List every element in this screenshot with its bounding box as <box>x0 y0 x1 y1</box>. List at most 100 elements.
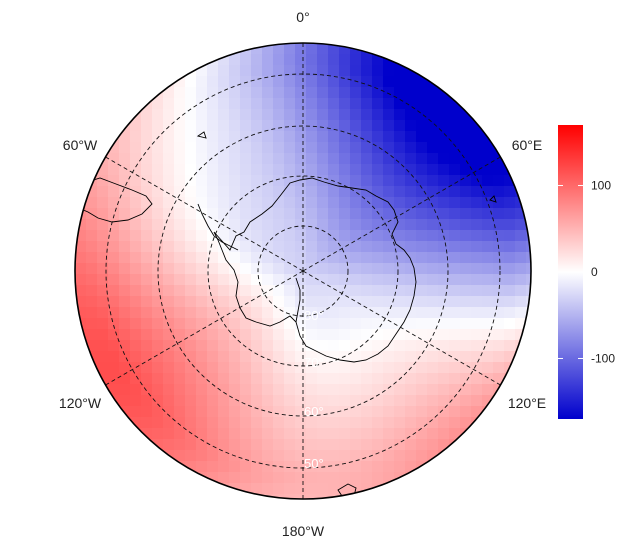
field-cell <box>185 98 197 110</box>
field-cell <box>97 307 109 319</box>
field-cell <box>372 417 384 429</box>
field-cell <box>372 274 384 286</box>
field-cell <box>229 362 241 374</box>
field-cell <box>295 373 307 385</box>
field-cell <box>383 153 395 165</box>
field-cell <box>361 340 373 352</box>
field-cell <box>152 131 164 143</box>
field-cell <box>152 109 164 121</box>
field-cell <box>207 406 219 418</box>
field-cell <box>163 428 175 440</box>
field-cell <box>416 153 428 165</box>
field-cell <box>482 417 494 429</box>
field-cell <box>229 494 241 499</box>
field-cell <box>163 296 175 308</box>
field-cell <box>284 230 296 242</box>
field-cell <box>405 351 417 363</box>
field-cell <box>405 450 417 462</box>
field-cell <box>372 406 384 418</box>
field-cell <box>427 307 439 319</box>
field-cell <box>306 373 318 385</box>
field-cell <box>306 417 318 429</box>
field-cell <box>119 219 131 231</box>
field-cell <box>207 186 219 198</box>
field-cell <box>240 252 252 264</box>
field-cell <box>207 197 219 209</box>
field-cell <box>207 285 219 297</box>
field-cell <box>251 340 263 352</box>
field-cell <box>152 208 164 220</box>
field-cell <box>240 362 252 374</box>
field-cell <box>306 43 318 55</box>
field-cell <box>207 219 219 231</box>
field-cell <box>284 65 296 77</box>
field-cell <box>141 175 153 187</box>
field-cell <box>229 175 241 187</box>
field-cell <box>339 197 351 209</box>
field-cell <box>229 65 241 77</box>
field-cell <box>493 274 505 286</box>
field-cell <box>240 329 252 341</box>
field-cell <box>493 252 505 264</box>
field-cell <box>273 87 285 99</box>
field-cell <box>438 318 450 330</box>
field-cell <box>273 461 285 473</box>
field-cell <box>350 65 362 77</box>
field-cell <box>361 120 373 132</box>
field-cell <box>152 439 164 451</box>
field-cell <box>240 450 252 462</box>
field-cell <box>196 76 208 88</box>
field-cell <box>482 351 494 363</box>
field-cell <box>350 318 362 330</box>
field-cell <box>383 417 395 429</box>
field-cell <box>273 109 285 121</box>
field-cell <box>438 208 450 220</box>
field-cell <box>240 494 252 499</box>
field-cell <box>328 197 340 209</box>
field-cell <box>229 439 241 451</box>
field-cell <box>306 428 318 440</box>
field-cell <box>295 263 307 275</box>
field-cell <box>394 395 406 407</box>
field-cell <box>75 285 87 297</box>
field-cell <box>471 274 483 286</box>
field-cell <box>262 65 274 77</box>
field-cell <box>284 406 296 418</box>
field-cell <box>185 175 197 187</box>
field-cell <box>493 395 505 407</box>
field-cell <box>119 406 131 418</box>
field-cell <box>328 120 340 132</box>
field-cell <box>295 384 307 396</box>
field-cell <box>207 131 219 143</box>
field-cell <box>284 131 296 143</box>
field-cell <box>416 472 428 484</box>
field-cell <box>251 43 263 55</box>
field-cell <box>251 142 263 154</box>
field-cell <box>449 98 461 110</box>
field-cell <box>394 329 406 341</box>
field-cell <box>317 439 329 451</box>
field-cell <box>328 142 340 154</box>
field-cell <box>306 175 318 187</box>
field-cell <box>515 208 527 220</box>
field-cell <box>284 54 296 66</box>
field-cell <box>405 175 417 187</box>
field-cell <box>163 417 175 429</box>
field-cell <box>196 175 208 187</box>
colorbar-tick-label: -100 <box>591 351 615 365</box>
field-cell <box>295 153 307 165</box>
field-cell <box>174 329 186 341</box>
field-cell <box>273 296 285 308</box>
field-cell <box>174 450 186 462</box>
field-cell <box>119 252 131 264</box>
field-cell <box>438 241 450 253</box>
latitude-circle <box>157 125 449 417</box>
field-cell <box>119 197 131 209</box>
field-cell <box>317 285 329 297</box>
field-cell <box>350 241 362 253</box>
field-cell <box>119 351 131 363</box>
field-cell <box>152 175 164 187</box>
field-cell <box>405 241 417 253</box>
field-cell <box>416 428 428 440</box>
field-cell <box>196 329 208 341</box>
